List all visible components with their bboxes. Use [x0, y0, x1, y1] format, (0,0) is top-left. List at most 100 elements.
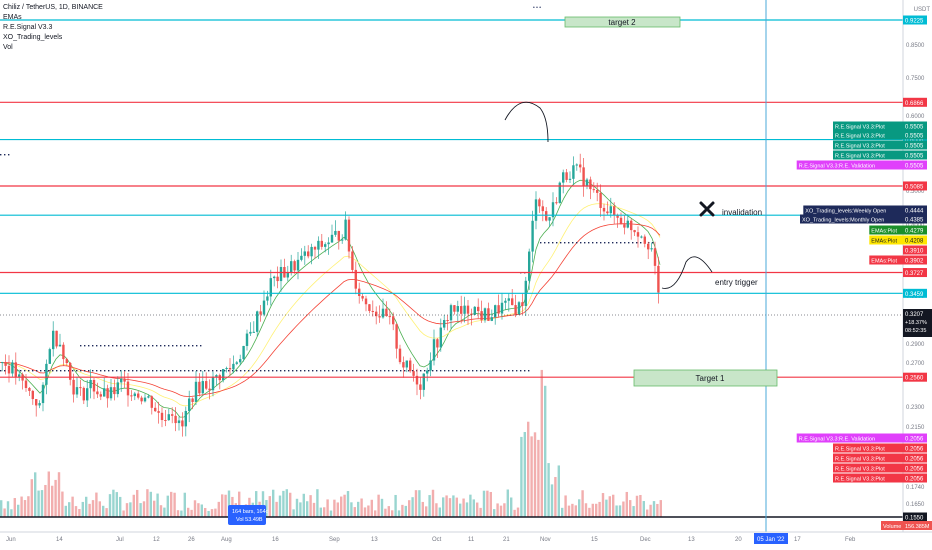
level-price-tag[interactable]: 0.3459: [903, 288, 927, 298]
candle-body: [653, 248, 657, 266]
indicator-price-tag[interactable]: XO_Trading_levels:Weekly Open 0.4444: [803, 205, 927, 215]
legend-symbol[interactable]: Chiliz / TetherUS, 1D, BINANCE: [3, 4, 103, 11]
drawing-annotations[interactable]: target 2 Target 1 invalidation entry trigge…: [228, 0, 778, 532]
candle-body: [361, 296, 364, 299]
y-tick-label: 0.5000: [906, 189, 925, 195]
candle-body: [630, 220, 633, 231]
signal-dot: [420, 370, 422, 372]
indicator-price-tag[interactable]: R.E.Signal V3.3:Plot 0.5505: [833, 150, 927, 160]
candle-body: [96, 391, 99, 395]
candle-body: [453, 305, 456, 312]
y-tick-label: 0.2150: [906, 425, 925, 431]
indicator-tag-label-bg: [833, 473, 903, 483]
current-price-tag[interactable]: 0.3207 +18.37% 08:52:35: [903, 309, 932, 337]
candle-body: [626, 220, 629, 228]
signal-dot: [124, 370, 126, 372]
volume-bar: [367, 505, 370, 517]
volume-bar: [6, 501, 10, 517]
candle-body: [126, 381, 130, 396]
indicator-price-tag[interactable]: R.E.Signal V3.3:R.E. Validation 0.5505: [796, 160, 927, 170]
signal-dot: [156, 345, 158, 347]
volume-bar: [455, 497, 458, 517]
candle-body: [358, 288, 361, 297]
level-price-tag[interactable]: 0.9225: [903, 15, 927, 25]
candle-body: [327, 242, 330, 245]
cross-mark-icon[interactable]: [699, 201, 715, 217]
volume-bar: [408, 500, 411, 517]
candle-body: [490, 317, 493, 321]
legend-indicator-vol[interactable]: Vol: [3, 44, 13, 51]
indicator-price-tag[interactable]: R.E.Signal V3.3:Plot 0.5505: [833, 121, 927, 131]
time-axis[interactable]: 05 Jan '22 Jun 14 Jul 12 26 Aug 16 Sep 13 Oct 11 21 N…: [0, 531, 932, 544]
signal-dot: [352, 370, 354, 372]
entry-trigger-label[interactable]: entry trigger: [715, 278, 758, 287]
volume-bar: [622, 501, 625, 517]
volume-bar: [625, 491, 628, 517]
indicator-price-tag[interactable]: R.E.Signal V3.3:Plot 0.2056: [833, 463, 927, 473]
price-axis[interactable]: USDT0.85000.75000.60000.50000.40000.3500…: [796, 0, 932, 532]
indicator-price-tag[interactable]: R.E.Signal V3.3:Plot 0.5505: [833, 130, 927, 140]
indicator-price-tag[interactable]: R.E.Signal V3.3:Plot 0.2056: [833, 443, 927, 453]
level-price-tag[interactable]: 0.5085: [903, 181, 927, 191]
candle-body: [31, 390, 34, 400]
indicator-price-tag[interactable]: R.E.Signal V3.3:Plot 0.5505: [833, 140, 927, 150]
signal-dot: [512, 370, 514, 372]
candle-body: [45, 363, 48, 385]
indicator-price-tag[interactable]: R.E.Signal V3.3:Plot 0.2056: [833, 453, 927, 463]
signal-dot: [376, 370, 378, 372]
volume-bar: [564, 495, 567, 517]
level-price-tag[interactable]: 0.1550: [903, 512, 927, 522]
signal-dot: [108, 345, 110, 347]
signal-dot: [400, 370, 402, 372]
invalidation-label[interactable]: invalidation: [722, 208, 762, 217]
candle-body: [579, 164, 582, 168]
measure-info-box[interactable]: 164 bars, 164d Vol 53.49B: [228, 505, 269, 525]
signal-dot: [288, 370, 290, 372]
indicator-price-tag[interactable]: 0.3910: [903, 245, 927, 255]
indicator-price-tag[interactable]: EMAs:Plot 0.4279: [869, 225, 927, 235]
signal-dot: [0, 154, 2, 156]
volume-bar: [13, 498, 16, 517]
candle-body: [11, 362, 14, 374]
volume-price-tag[interactable]: Volume 156.385M: [881, 521, 932, 530]
indicator-price-tag[interactable]: EMAs:Plot 0.4208: [869, 235, 927, 245]
candle-body: [4, 362, 7, 366]
volume-bar: [108, 494, 112, 517]
crosshair-date-tag[interactable]: 05 Jan '22: [754, 533, 788, 544]
level-price-tag[interactable]: 0.3727: [903, 268, 927, 278]
candle-body: [48, 349, 51, 364]
legend-indicator-xo[interactable]: XO_Trading_levels: [3, 34, 63, 41]
volume-bar: [17, 504, 20, 517]
level-price-tag[interactable]: 0.6866: [903, 97, 927, 107]
candle-body: [354, 269, 357, 289]
volume-bar: [496, 503, 499, 517]
candle-body: [150, 396, 153, 408]
indicator-price-tag[interactable]: R.E.Signal V3.3:Plot 0.2056: [833, 473, 927, 483]
level-price-tag[interactable]: 0.2560: [903, 372, 927, 382]
candle-body: [633, 230, 636, 233]
candle-body: [504, 300, 507, 303]
target-2-box[interactable]: target 2: [564, 16, 681, 28]
x-tick-label: Aug: [221, 537, 232, 543]
bar-countdown: 08:52:35: [905, 328, 926, 334]
legend-indicator-emas[interactable]: EMAs: [3, 14, 22, 21]
indicator-price-tag[interactable]: R.E.Signal V3.3:R.E. Validation 0.2056: [796, 433, 927, 443]
signal-dot: [52, 370, 54, 372]
candle-body: [171, 414, 174, 416]
legend-indicator-resignal[interactable]: R.E.Signal V3.3: [3, 24, 53, 31]
indicator-price-tag[interactable]: XO_Trading_levels:Monthly Open 0.4385: [800, 214, 927, 224]
y-tick-label: 0.8500: [906, 43, 925, 49]
volume-bar: [200, 504, 203, 517]
candle-body: [106, 388, 109, 399]
volume-bar: [316, 489, 319, 517]
volume-bar: [615, 505, 618, 517]
current-price-change: +18.37%: [905, 320, 927, 326]
target-1-box[interactable]: Target 1: [633, 369, 778, 387]
volume-bar: [438, 507, 441, 517]
signal-dot: [148, 345, 150, 347]
candle-body: [443, 320, 446, 328]
indicator-price-tag[interactable]: EMAs:Plot 0.3902: [869, 255, 927, 265]
candle-body: [412, 371, 415, 376]
indicator-tag-label: EMAs:Plot: [871, 258, 897, 264]
